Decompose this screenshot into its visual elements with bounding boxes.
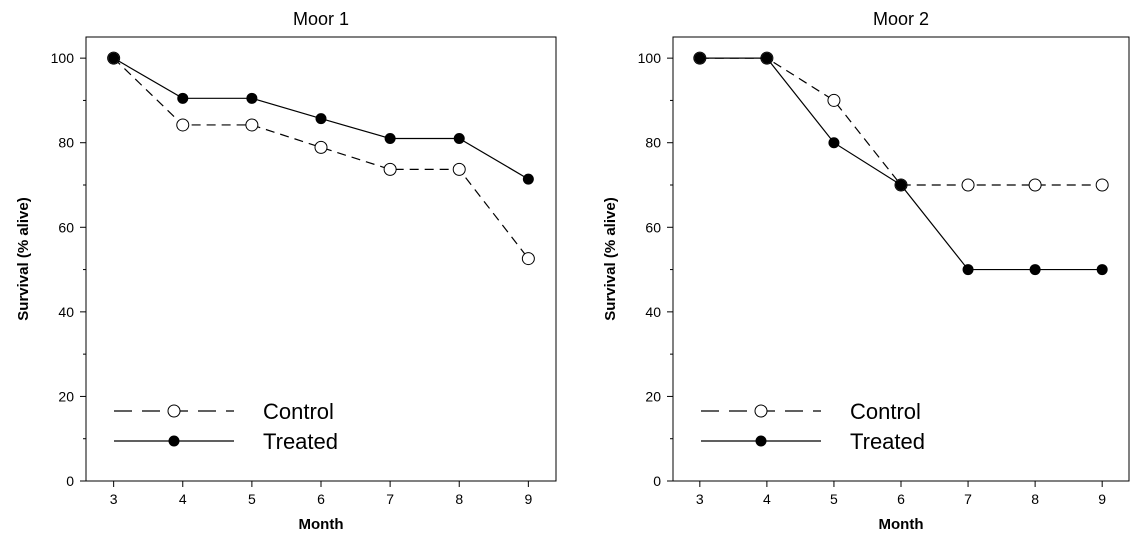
chart-panel-1: Moor 1 0 20 40 60 80 100 3 4 5 6 7 8 9 Month Survival (… xyxy=(15,9,557,533)
series-treated xyxy=(694,52,1108,276)
legend-entry-treated: Treated xyxy=(114,429,338,454)
x-axis-label: Month xyxy=(299,516,344,533)
y-axis-label: Survival (% alive) xyxy=(15,197,32,320)
legend-label: Treated xyxy=(850,429,925,454)
data-point-treated xyxy=(1029,264,1041,276)
legend-marker xyxy=(755,435,767,447)
y-tick-label: 80 xyxy=(58,135,74,151)
y-tick-label: 60 xyxy=(58,219,74,235)
data-point-control xyxy=(1095,178,1109,192)
y-tick-label: 0 xyxy=(653,473,661,489)
y-axis-label: Survival (% alive) xyxy=(602,197,619,320)
data-point-treated xyxy=(246,92,258,104)
x-tick-label: 7 xyxy=(964,491,972,507)
data-point-control xyxy=(452,162,466,176)
y-tick-label: 20 xyxy=(645,388,661,404)
data-point-control xyxy=(827,93,841,107)
legend-label: Treated xyxy=(263,429,338,454)
y-tick-label: 100 xyxy=(638,50,662,66)
x-tick-label: 4 xyxy=(763,491,771,507)
legend-marker xyxy=(167,404,181,418)
x-axis-label: Month xyxy=(879,516,924,533)
x-tick-label: 3 xyxy=(110,491,118,507)
series-treated xyxy=(108,52,534,185)
x-tick-label: 6 xyxy=(317,491,325,507)
data-point-treated xyxy=(895,179,907,191)
data-point-control xyxy=(961,178,975,192)
chart-title: Moor 1 xyxy=(293,9,349,29)
data-point-control xyxy=(383,162,397,176)
legend-label: Control xyxy=(850,399,921,424)
x-tick-label: 4 xyxy=(179,491,187,507)
data-point-treated xyxy=(177,92,189,104)
legend-marker xyxy=(754,404,768,418)
y-tick-label: 60 xyxy=(645,219,661,235)
x-tick-label: 3 xyxy=(696,491,704,507)
data-point-treated xyxy=(384,132,396,144)
data-point-treated xyxy=(1096,264,1108,276)
data-point-treated xyxy=(108,52,120,64)
series-line-control xyxy=(113,57,529,259)
y-tick-label: 100 xyxy=(51,50,75,66)
chart-panel-2: Moor 2 0 20 40 60 80 100 3 4 5 6 7 8 9 Month Survival (… xyxy=(602,9,1130,533)
data-point-treated xyxy=(522,173,534,185)
y-tick-label: 40 xyxy=(645,304,661,320)
x-tick-label: 9 xyxy=(524,491,532,507)
x-tick-label: 6 xyxy=(897,491,905,507)
legend-entry-control: Control xyxy=(114,399,334,424)
series-control xyxy=(693,51,1109,192)
data-point-control xyxy=(1028,178,1042,192)
x-tick-label: 8 xyxy=(455,491,463,507)
data-point-treated xyxy=(315,113,327,125)
y-tick-label: 0 xyxy=(66,473,74,489)
data-point-control xyxy=(521,252,535,266)
x-tick-label: 8 xyxy=(1031,491,1039,507)
data-point-treated xyxy=(828,137,840,149)
x-tick-label: 9 xyxy=(1098,491,1106,507)
data-point-treated xyxy=(761,52,773,64)
chart-title: Moor 2 xyxy=(873,9,929,29)
series-line-control xyxy=(699,57,1103,186)
x-tick-label: 5 xyxy=(248,491,256,507)
legend-entry-control: Control xyxy=(701,399,921,424)
y-tick-label: 40 xyxy=(58,304,74,320)
y-tick-label: 80 xyxy=(645,135,661,151)
x-tick-label: 5 xyxy=(830,491,838,507)
data-point-treated xyxy=(962,264,974,276)
series-control xyxy=(107,51,535,266)
legend-label: Control xyxy=(263,399,334,424)
legend-marker xyxy=(168,435,180,447)
series-line-treated xyxy=(699,57,1103,271)
data-point-control xyxy=(245,118,259,132)
data-point-treated xyxy=(694,52,706,64)
legend-entry-treated: Treated xyxy=(701,429,925,454)
y-tick-label: 20 xyxy=(58,388,74,404)
data-point-control xyxy=(176,118,190,132)
data-point-treated xyxy=(453,132,465,144)
data-point-control xyxy=(314,140,328,154)
x-tick-label: 7 xyxy=(386,491,394,507)
